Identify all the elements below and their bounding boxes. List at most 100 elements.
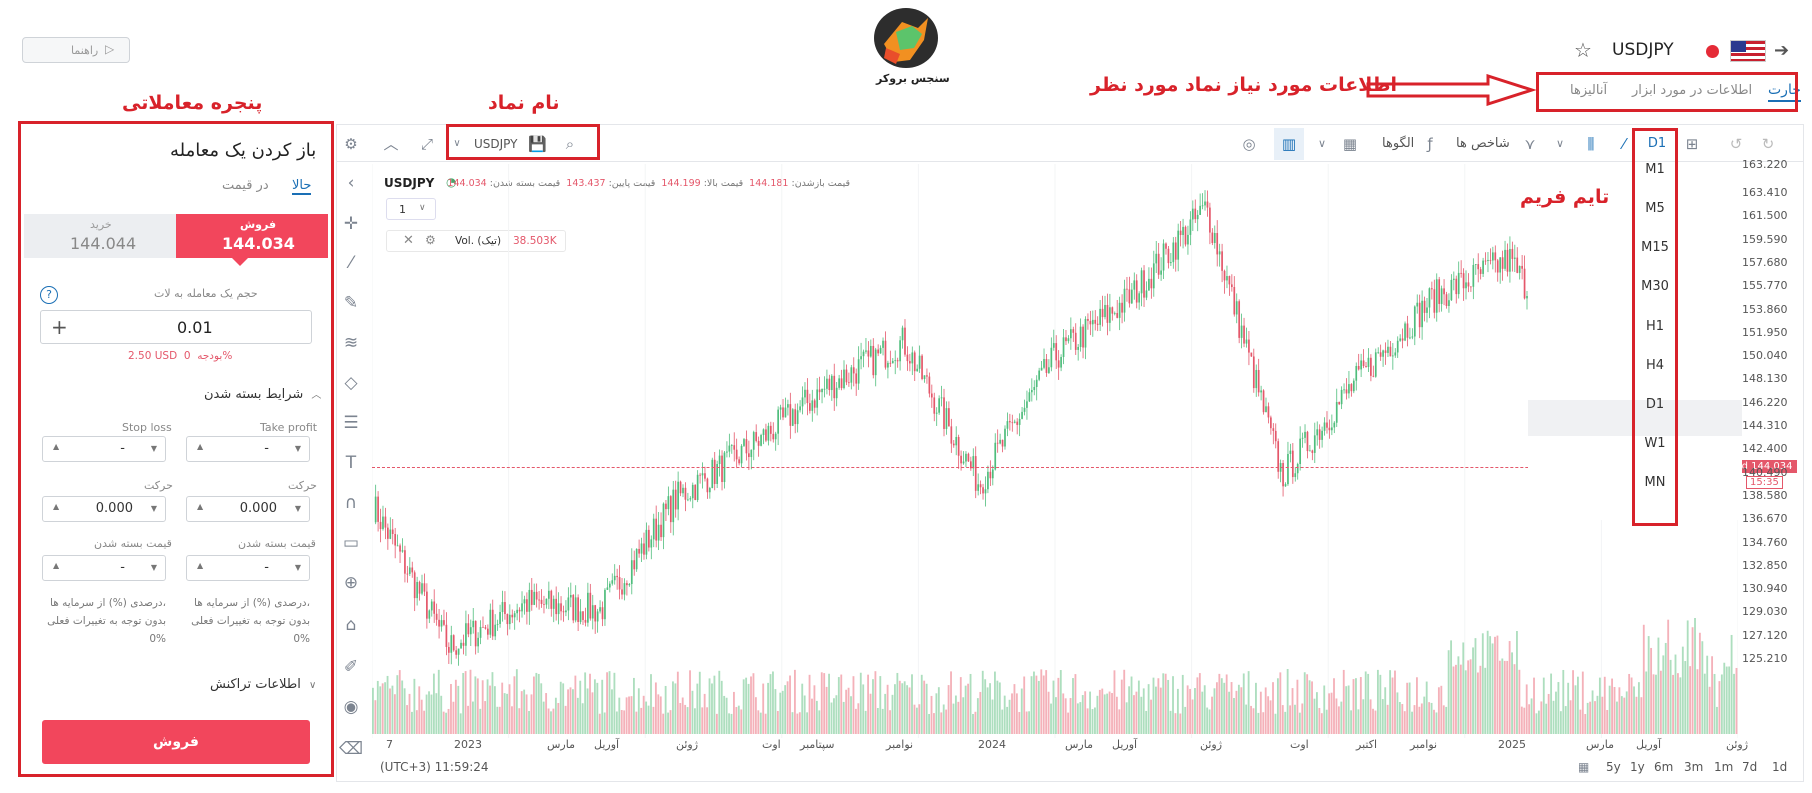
tab-at-price[interactable]: در قیمت <box>222 178 269 193</box>
candle <box>918 355 921 369</box>
sell-option[interactable]: فروش 144.034 <box>176 214 328 258</box>
timeframe-option-m15[interactable]: M15 <box>1641 240 1669 255</box>
candle <box>543 603 545 605</box>
sell-submit-button[interactable]: فروش <box>42 720 310 764</box>
range-button-1d[interactable]: 1d <box>1772 760 1788 774</box>
zoom-icon[interactable]: ⊕ <box>343 573 359 593</box>
move-select-2[interactable]: ▲ 0.000 ▼ <box>42 496 166 522</box>
gear-icon[interactable]: ⚙ <box>425 233 436 247</box>
timeframe-option-m5[interactable]: M5 <box>1645 201 1665 216</box>
patterns-button[interactable]: الگوها <box>1382 136 1415 151</box>
timeframe-d1[interactable]: D1 <box>1647 136 1667 151</box>
stop-loss-select[interactable]: ▲ - ▼ <box>42 436 166 462</box>
range-button-1y[interactable]: 1y <box>1630 760 1645 774</box>
collapse-up-icon[interactable]: ︿ <box>383 135 399 153</box>
add-plus-icon[interactable]: ⊞ <box>1685 135 1699 153</box>
chevron-down-icon-2[interactable]: ∨ <box>1317 137 1327 150</box>
timeframe-option-h4[interactable]: H4 <box>1645 358 1665 373</box>
timeframe-option-m1[interactable]: M1 <box>1645 162 1665 177</box>
trash-icon[interactable]: ⌫ <box>338 739 364 759</box>
buy-button[interactable]: خرید 144.044 <box>24 214 176 258</box>
tab-analysis[interactable]: آنالیزها <box>1570 83 1608 98</box>
candle <box>1391 355 1394 357</box>
toolbar-symbol[interactable]: USDJPY <box>474 137 518 151</box>
timeframe-option-m30[interactable]: M30 <box>1641 279 1669 294</box>
magnet-icon[interactable]: ∩ <box>344 493 358 513</box>
calendar-icon-2[interactable]: ▦ <box>1578 760 1590 774</box>
range-button-5y[interactable]: 5y <box>1606 760 1621 774</box>
info-annotation: اطلاعات مورد نیاز نماد مورد نظر <box>1090 74 1398 96</box>
candles-icon[interactable]: ⫼ <box>1587 135 1595 153</box>
candle <box>1089 320 1092 325</box>
volume-input[interactable]: + 0.01 <box>40 310 312 344</box>
indicators-icon[interactable]: ⋎ <box>1524 135 1536 153</box>
channel-icon[interactable]: ≋ <box>343 333 359 353</box>
transaction-info-header[interactable]: اطلاعات تراکنش ∨ <box>210 677 316 692</box>
candle <box>716 464 719 484</box>
timeframe-option-w1[interactable]: W1 <box>1644 436 1666 451</box>
multiplier-select[interactable]: 1 ∨ <box>386 198 436 220</box>
volume-bar <box>1247 671 1250 734</box>
ruler-icon[interactable]: ▭ <box>342 533 360 553</box>
search-icon[interactable]: ⌕ <box>565 135 575 153</box>
timeframe-option-d1[interactable]: D1 <box>1645 397 1665 412</box>
bid-label: Bid 144.034 <box>1728 460 1797 473</box>
take-profit-select[interactable]: ▲ - ▼ <box>186 436 310 462</box>
tab-chart[interactable]: چارت <box>1768 82 1801 102</box>
favorite-star-icon[interactable]: ☆ <box>1574 38 1592 62</box>
shape-icon[interactable]: ◇ <box>344 373 358 393</box>
range-button-7d[interactable]: 7d <box>1742 760 1758 774</box>
volume-bar <box>881 708 884 734</box>
range-button-1m[interactable]: 1m <box>1714 760 1734 774</box>
eye-icon[interactable]: ◉ <box>343 697 359 717</box>
crosshair-icon[interactable]: ✛ <box>343 214 359 234</box>
candle <box>1023 407 1026 412</box>
volume-bar <box>1694 617 1696 734</box>
volume-bar <box>742 679 745 734</box>
calendar-icon[interactable]: ▦ <box>1342 135 1358 153</box>
camera-icon[interactable]: ◎ <box>1242 135 1256 153</box>
range-button-3m[interactable]: 3m <box>1684 760 1704 774</box>
candle <box>487 628 489 635</box>
time-tick: مارس <box>1065 738 1093 751</box>
undo-icon[interactable]: ↺ <box>1729 135 1743 153</box>
candle <box>640 543 643 554</box>
fibonacci-icon[interactable]: ☰ <box>343 413 359 433</box>
line-tool-icon[interactable]: ⁄ <box>1622 135 1626 153</box>
timeframe-option-mn[interactable]: MN <box>1644 475 1666 490</box>
close-price-select-2[interactable]: ▲ - ▼ <box>42 555 166 581</box>
chevron-down-icon[interactable]: ∨ <box>1555 137 1565 150</box>
indicators-button[interactable]: شاخص ها <box>1456 136 1510 151</box>
move-select-1[interactable]: ▲ 0.000 ▼ <box>186 496 310 522</box>
settings-gear-icon[interactable]: ⚙ <box>344 135 358 153</box>
plus-icon[interactable]: + <box>51 315 68 339</box>
collapse-left-icon[interactable]: ‹ <box>347 173 355 193</box>
range-button-6m[interactable]: 6m <box>1654 760 1674 774</box>
close-conditions-header[interactable]: شرایط بسته شدن ︿ <box>204 386 321 402</box>
volume-bars-icon[interactable]: ▥ <box>1274 128 1304 160</box>
candle <box>672 489 675 523</box>
volume-bar <box>542 701 545 734</box>
tab-instrument-info[interactable]: اطلاعات در مورد ابزار <box>1632 83 1753 98</box>
close-price-select-1[interactable]: ▲ - ▼ <box>186 555 310 581</box>
brush-icon[interactable]: ✎ <box>343 293 359 313</box>
help-icon[interactable]: ? <box>40 286 58 304</box>
guide-button[interactable]: ▷ راهنما <box>22 37 130 63</box>
lock-icon[interactable]: ⌂ <box>345 615 357 635</box>
text-icon[interactable]: T <box>345 453 357 473</box>
price-tick: 134.760 <box>1742 535 1788 549</box>
candle <box>421 583 423 594</box>
fullscreen-icon[interactable]: ⤢ <box>420 135 433 153</box>
trend-line-icon[interactable]: ⁄ <box>349 253 353 273</box>
save-icon[interactable]: 💾 <box>528 135 547 153</box>
redo-icon[interactable]: ↻ <box>1761 135 1775 153</box>
timeframe-option-h1[interactable]: H1 <box>1645 319 1665 334</box>
price-chart[interactable] <box>372 164 1738 738</box>
close-icon[interactable]: ✕ <box>403 233 414 248</box>
volume-bar <box>598 713 601 734</box>
tab-now[interactable]: حالا <box>292 178 312 195</box>
edit-icon[interactable]: ✐ <box>343 657 359 677</box>
back-arrow-icon[interactable]: ➔ <box>1774 40 1790 61</box>
symbol-dropdown-icon[interactable]: ∨ <box>453 138 461 149</box>
fx-icon[interactable]: ƒ <box>1427 135 1433 153</box>
